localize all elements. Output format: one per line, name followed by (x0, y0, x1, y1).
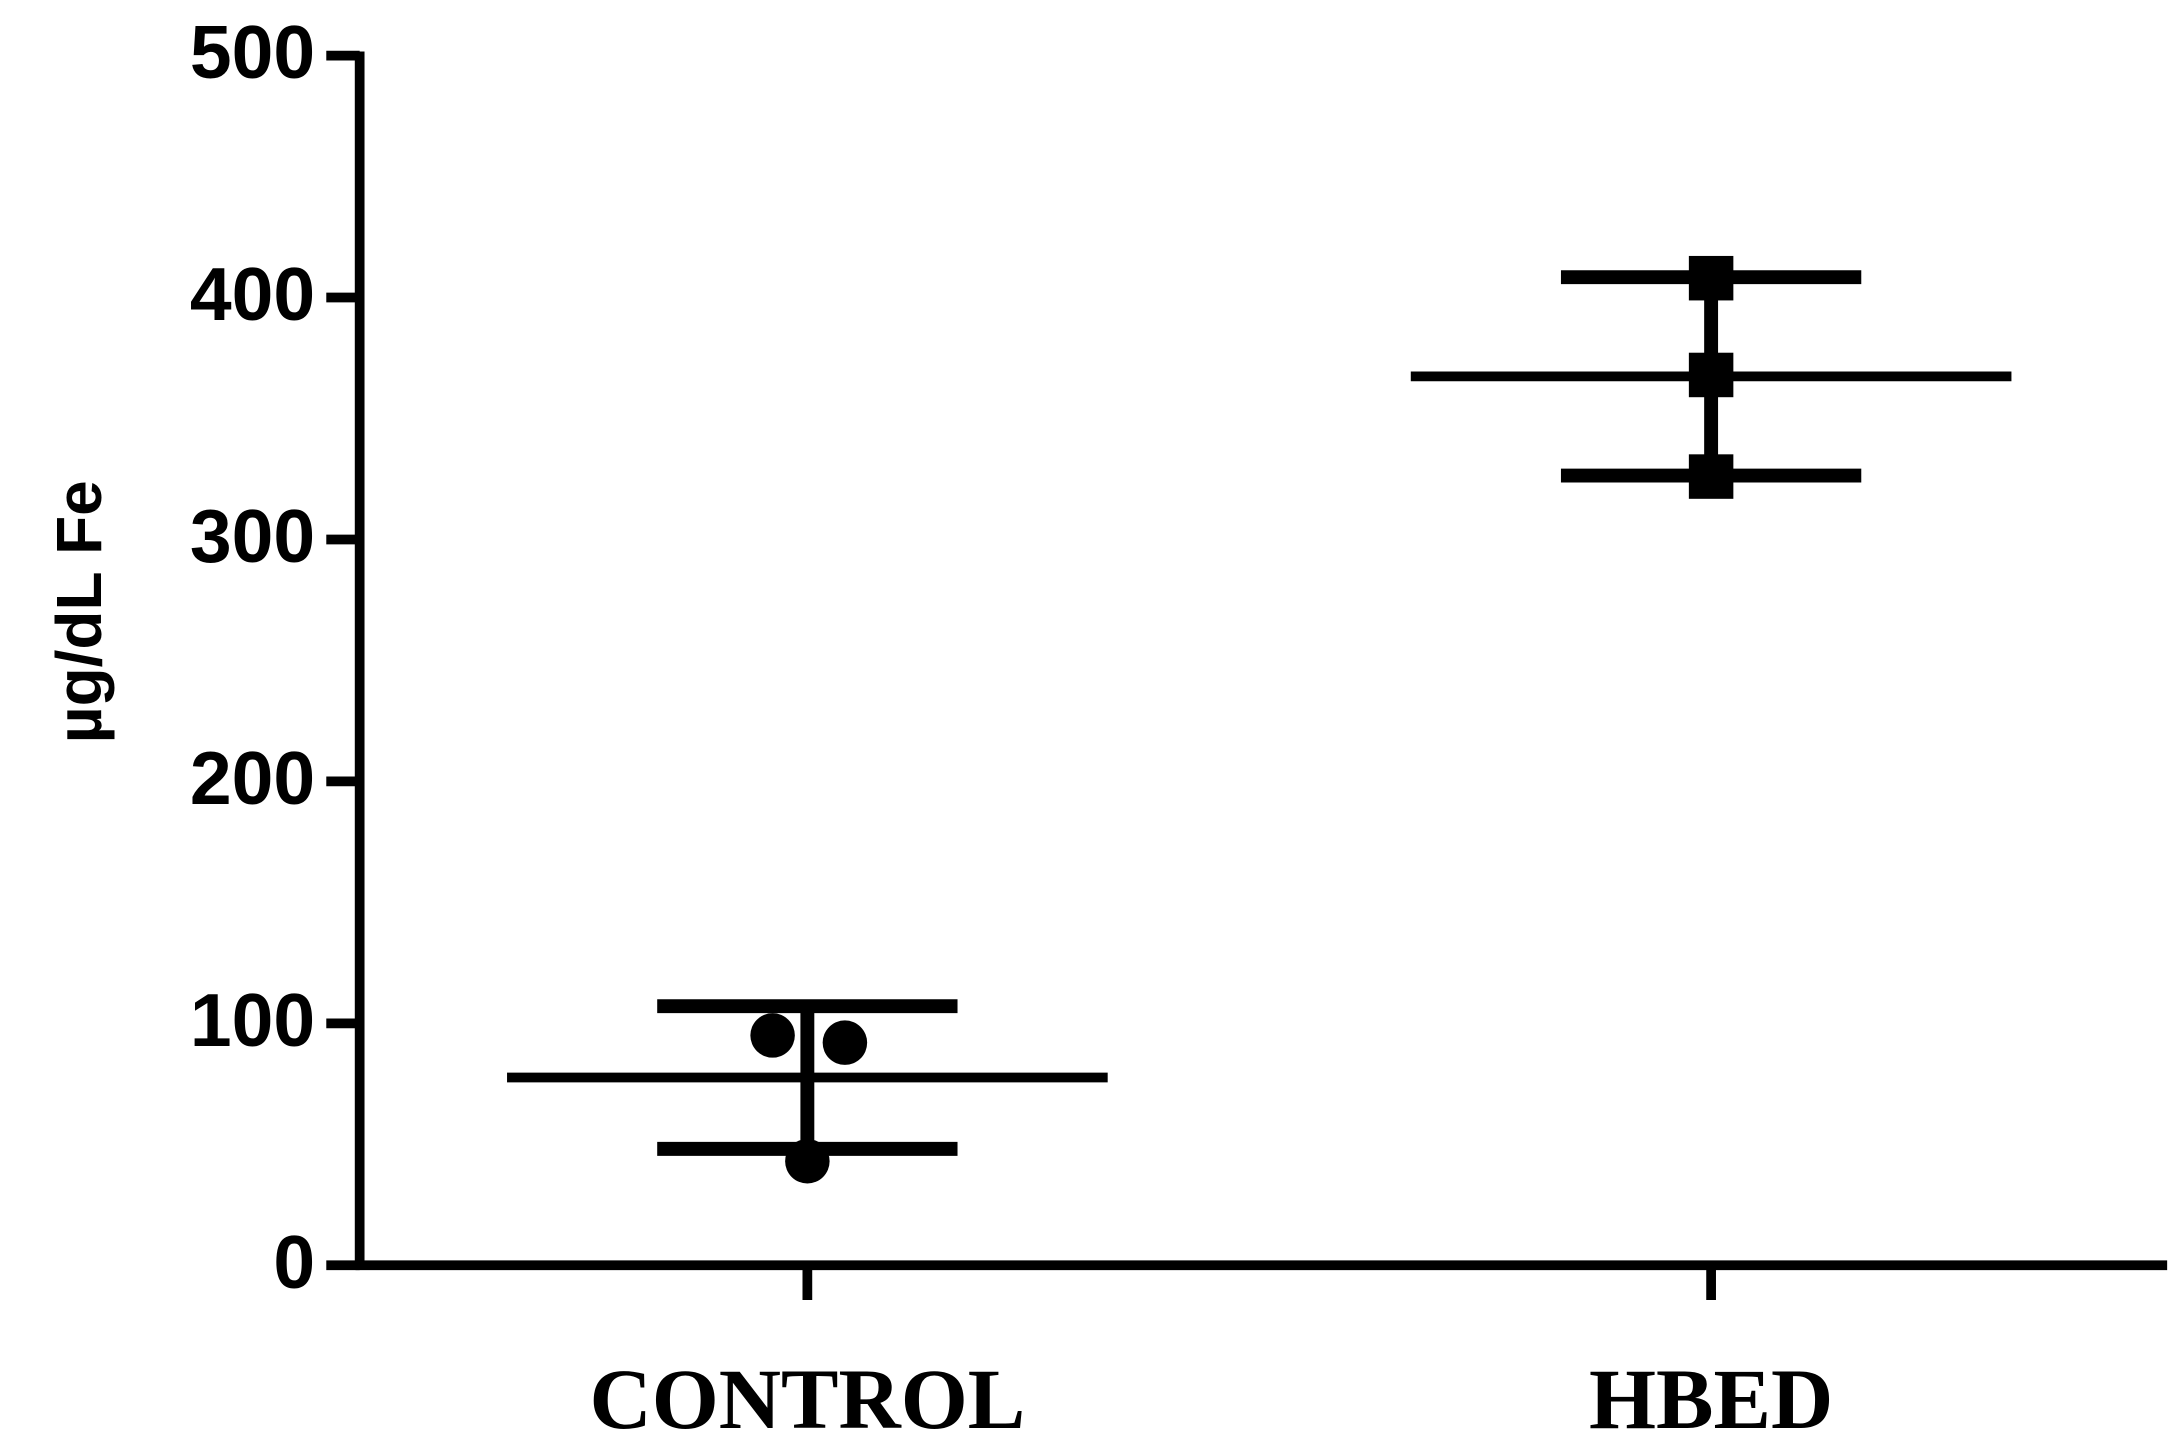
y-tick-label: 500 (190, 10, 315, 94)
y-tick-label: 400 (190, 252, 315, 336)
y-axis-label: µg/dL Fe (43, 480, 115, 743)
y-tick-label: 0 (273, 1220, 315, 1304)
y-tick-label: 200 (190, 736, 315, 820)
x-tick-label: HBED (1589, 1351, 1833, 1446)
data-point (822, 1020, 868, 1065)
data-point (750, 1013, 795, 1058)
y-tick-label: 300 (190, 494, 315, 578)
y-tick-label: 100 (190, 978, 315, 1062)
x-tick-label: CONTROL (589, 1351, 1025, 1446)
